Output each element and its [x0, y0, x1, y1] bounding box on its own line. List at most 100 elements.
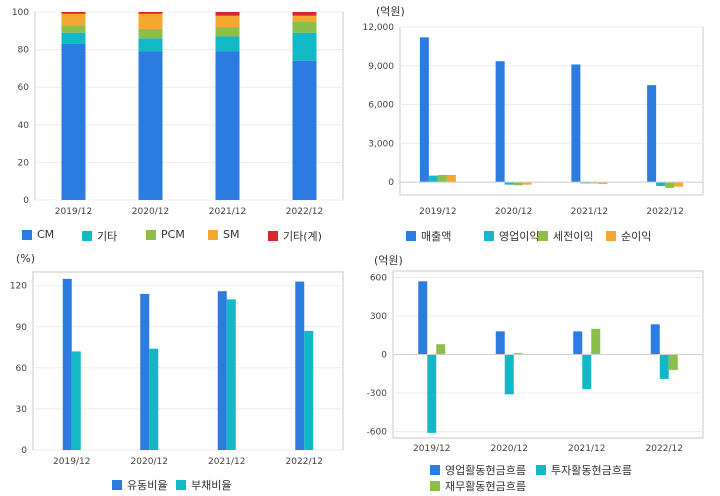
legend-item-영업이익: 영업이익	[484, 228, 539, 244]
bar-재무활동현금흐름	[436, 344, 446, 355]
legend-label: 영업활동현금흐름	[445, 464, 526, 477]
cashflow-unit-label: (억원)	[374, 254, 403, 267]
legend-swatch	[430, 465, 440, 475]
bar-영업활동현금흐름	[650, 324, 660, 355]
legend-swatch	[176, 480, 186, 490]
bar-유동비율	[62, 278, 72, 450]
bar-투자활동현금흐름	[659, 354, 669, 379]
legend-label: 세전이익	[553, 230, 594, 243]
cashflow-chart-panel: (억원) -600 -300 0 300 600 2019/12 2020/12 2021/1…	[360, 250, 720, 496]
legend-label: CM	[37, 228, 55, 241]
legend-item-세전이익: 세전이익	[538, 228, 593, 244]
y-tick-label: 600	[370, 273, 387, 283]
legend-item-기타: 기타	[82, 228, 117, 244]
legend-item-부채비율: 부채비율	[176, 477, 231, 493]
x-tick-label: 2022/12	[646, 207, 683, 217]
bar-영업이익	[504, 182, 514, 185]
bar-부채비율	[149, 348, 159, 450]
income-chart-panel: (억원) 0 3,000 6,000 9,000 12,000 2019/12 2020/1…	[360, 0, 720, 250]
y-tick-label: 20	[18, 158, 30, 168]
bar-매출액	[571, 64, 581, 183]
x-tick-label: 2022/12	[286, 207, 323, 217]
bar-투자활동현금흐름	[427, 354, 437, 433]
y-tick-label: 60	[18, 83, 30, 93]
income-unit-label: (억원)	[376, 5, 405, 18]
x-tick-label: 2020/12	[132, 207, 169, 217]
bar-pcm	[292, 21, 317, 33]
legend-item-cm: CM	[22, 228, 54, 241]
ratio-chart-panel: (%) 0 30 60 90 120 2019/12 2020/12 2021/12 2022/…	[0, 250, 360, 496]
bar-부채비율	[226, 299, 236, 450]
bar-순이익	[674, 182, 684, 187]
x-tick-label: 2021/12	[209, 207, 246, 217]
bar-기타	[138, 38, 163, 52]
bar-영업활동현금흐름	[495, 331, 505, 355]
bar-pcm	[215, 27, 240, 37]
bar-부채비율	[71, 351, 81, 450]
x-tick-label: 2021/12	[568, 444, 605, 454]
plot-frame	[32, 271, 344, 451]
sales-mix-chart-panel: 0 20 40 60 80 100 2019/12 2020/12 2021/12 2022/12…	[0, 0, 360, 250]
bar-세전이익	[589, 182, 599, 184]
legend-label: PCM	[161, 228, 185, 241]
y-tick-label: 9,000	[368, 62, 394, 72]
sales-mix-legend: CM 기타 PCM SM 기타(계)	[0, 226, 360, 246]
bar-유동비율	[140, 293, 150, 450]
legend-swatch	[208, 229, 218, 240]
bar-영업이익	[656, 182, 666, 186]
legend-swatch	[406, 231, 416, 241]
legend-label: 매출액	[421, 230, 452, 243]
y-tick-label: 100	[12, 8, 29, 18]
y-tick-label: 0	[23, 196, 29, 206]
sales-mix-chart: 0 20 40 60 80 100 2019/12 2020/12 2021/12 2022/12	[12, 8, 344, 217]
bar-세전이익	[665, 182, 675, 188]
bar-기타-계	[138, 12, 163, 14]
legend-item-재무활동현금흐름: 재무활동현금흐름	[430, 478, 526, 494]
legend-swatch	[22, 229, 32, 240]
bar-pcm	[61, 25, 86, 33]
bar-sm	[138, 13, 163, 29]
x-tick-label: 2019/12	[413, 444, 450, 454]
y-tick-label: 40	[18, 121, 30, 131]
legend-item-기타-계: 기타(계)	[268, 228, 322, 244]
bar-sm	[215, 15, 240, 28]
legend-swatch	[112, 480, 122, 490]
legend-swatch	[606, 231, 616, 241]
legend-label: 순이익	[621, 230, 652, 243]
bar-유동비율	[217, 291, 227, 450]
x-tick-label: 2022/12	[286, 457, 323, 467]
legend-label: 유동비율	[127, 479, 168, 492]
y-tick-label: 60	[16, 364, 28, 374]
bar-cm	[215, 51, 240, 201]
bar-재무활동현금흐름	[513, 353, 523, 355]
y-tick-label: 0	[381, 351, 387, 361]
y-tick-label: 120	[10, 282, 27, 292]
legend-item-투자활동현금흐름: 투자활동현금흐름	[536, 462, 632, 478]
x-tick-label: 2021/12	[208, 457, 245, 467]
bar-투자활동현금흐름	[504, 354, 514, 395]
x-tick-label: 2020/12	[495, 207, 532, 217]
bar-영업활동현금흐름	[418, 281, 428, 355]
x-tick-label: 2019/12	[55, 207, 92, 217]
bar-cm	[292, 60, 317, 200]
legend-item-pcm: PCM	[146, 228, 185, 241]
bar-cm	[138, 51, 163, 201]
y-tick-label: 300	[370, 312, 387, 322]
bar-세전이익	[513, 182, 523, 186]
bar-순이익	[598, 182, 608, 185]
legend-label: 재무활동현금흐름	[445, 480, 526, 493]
ratio-unit-label: (%)	[16, 252, 36, 265]
y-tick-label: -300	[367, 389, 388, 399]
x-tick-label: 2022/12	[646, 444, 683, 454]
cashflow-chart: -600 -300 0 300 600 2019/12 2020/12 2021/12 2022…	[367, 270, 704, 454]
bar-영업이익	[580, 182, 590, 184]
bar-재무활동현금흐름	[668, 354, 678, 370]
legend-swatch	[268, 231, 278, 241]
bar-투자활동현금흐름	[582, 354, 592, 390]
bar-영업이익	[428, 175, 438, 183]
bar-sm	[292, 15, 317, 22]
legend-swatch	[82, 231, 92, 241]
legend-item-sm: SM	[208, 228, 239, 241]
y-tick-label: 6,000	[368, 101, 394, 111]
